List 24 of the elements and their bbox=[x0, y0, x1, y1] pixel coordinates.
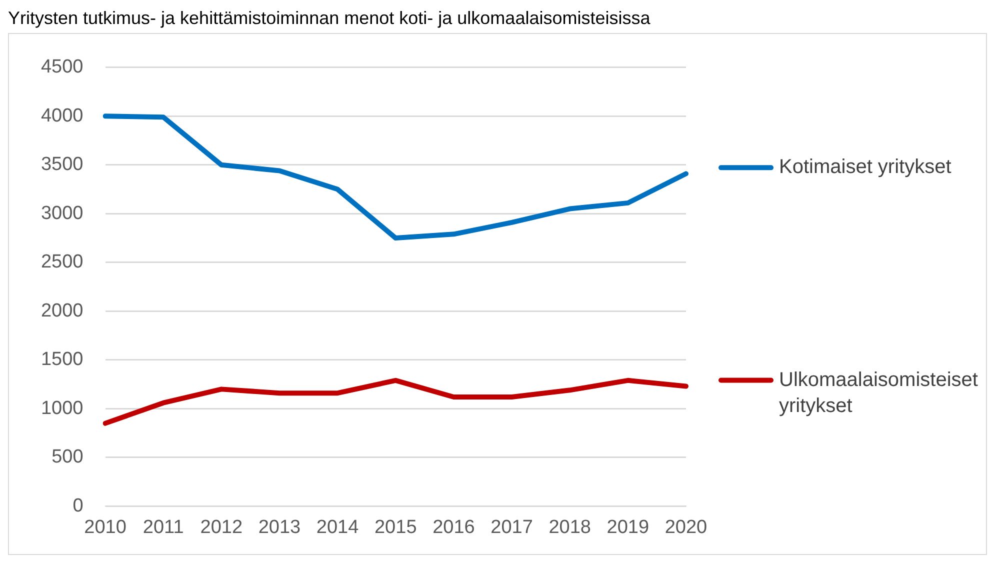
y-tick-label: 500 bbox=[52, 446, 84, 468]
x-tick-label: 2014 bbox=[316, 516, 360, 538]
y-tick-label: 3500 bbox=[40, 154, 84, 176]
x-tick-label: 2019 bbox=[606, 516, 650, 538]
x-tick-label: 2020 bbox=[664, 516, 708, 538]
x-tick-label: 2012 bbox=[200, 516, 243, 538]
x-tick-label: 2017 bbox=[490, 516, 533, 538]
y-tick-label: 2000 bbox=[40, 300, 84, 322]
legend-label: Kotimaiset yritykset bbox=[779, 156, 952, 178]
y-tick-label: 3000 bbox=[40, 202, 84, 224]
y-tick-label: 2500 bbox=[40, 252, 84, 273]
x-tick-label: 2015 bbox=[374, 516, 417, 538]
x-tick-label: 2010 bbox=[84, 516, 126, 538]
y-tick-label: 1000 bbox=[40, 398, 84, 419]
x-tick-label: 2013 bbox=[258, 516, 301, 538]
y-tick-label: 1500 bbox=[40, 349, 84, 370]
chart-title: Yritysten tutkimus- ja kehittämistoiminnan menot koti- ja ulkomaalaisomisteisissa bbox=[8, 8, 652, 29]
x-tick-label: 2011 bbox=[142, 516, 184, 538]
x-tick-label: 2016 bbox=[432, 516, 475, 538]
y-tick-label: 0 bbox=[72, 495, 84, 516]
legend-label: Ulkomaalaisomisteiset yritykset bbox=[779, 368, 978, 417]
y-tick-label: 4500 bbox=[40, 56, 84, 78]
y-tick-label: 4000 bbox=[40, 105, 84, 126]
x-tick-label: 2018 bbox=[548, 516, 591, 538]
